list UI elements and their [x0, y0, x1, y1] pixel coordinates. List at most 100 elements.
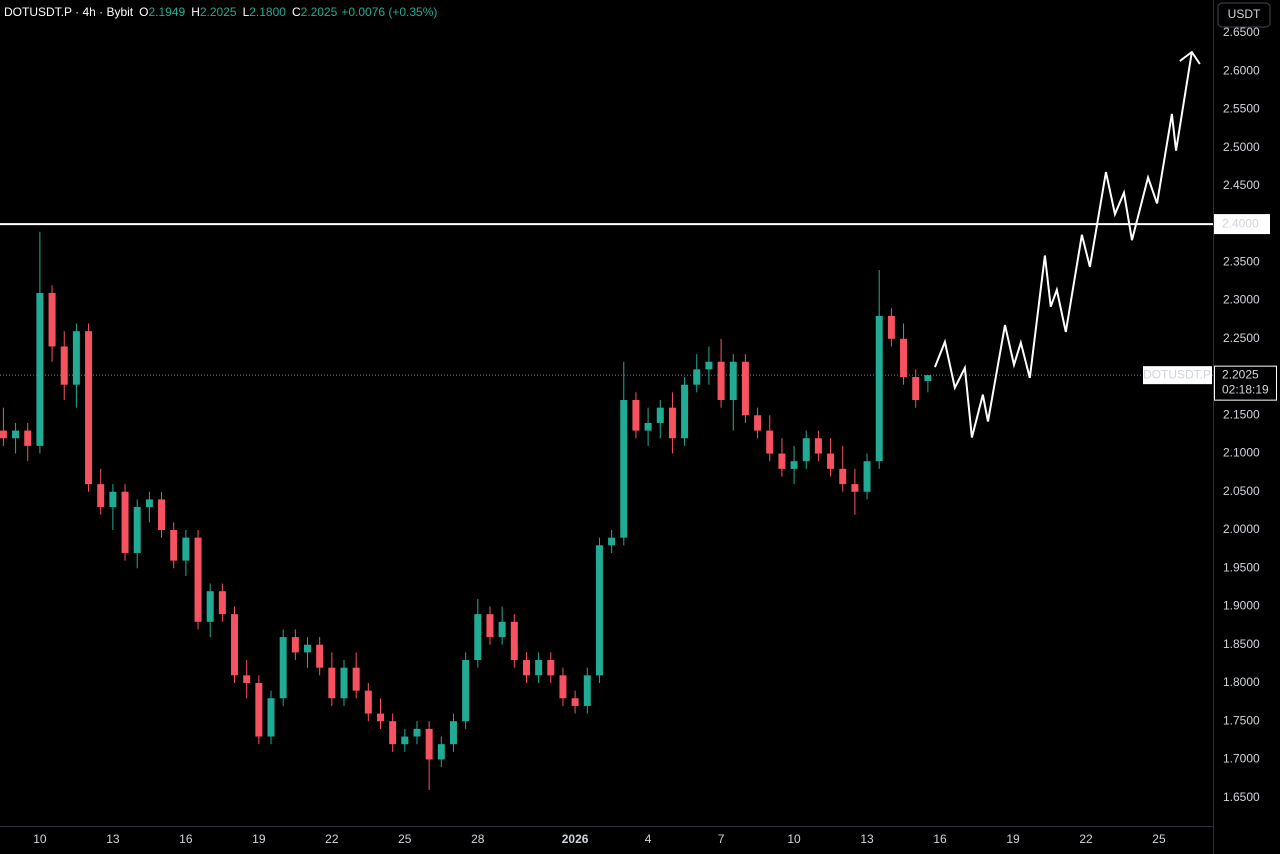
candle-body — [109, 491, 117, 508]
candle-body — [24, 430, 32, 446]
candle-body — [522, 660, 530, 676]
candle-body — [535, 660, 543, 676]
candle-body — [912, 377, 920, 400]
candle-body — [0, 430, 7, 439]
candle-body — [583, 675, 591, 706]
candle-body — [754, 415, 762, 431]
y-tick-label: 2.0000 — [1223, 522, 1260, 536]
y-tick-label: 2.2500 — [1223, 331, 1260, 345]
countdown-label: 02:18:19 — [1222, 382, 1269, 396]
symbol-label: DOTUSDT.P — [1143, 367, 1211, 381]
x-tick-label: 22 — [1079, 832, 1093, 846]
ohlc-value: 2.2025 — [200, 5, 237, 19]
candle-body — [437, 744, 445, 760]
candle-body — [352, 667, 360, 691]
ohlc-key: O — [139, 5, 148, 19]
x-tick-label: 22 — [325, 832, 339, 846]
y-tick-label: 2.1500 — [1223, 407, 1260, 421]
candle-body — [85, 331, 93, 485]
x-tick-label: 28 — [471, 832, 485, 846]
candle-body — [243, 675, 251, 683]
candle-body — [863, 461, 871, 492]
candle-body — [839, 468, 847, 485]
candle-body — [170, 530, 178, 561]
y-tick-label: 2.0500 — [1223, 484, 1260, 498]
forecast-arrowhead — [1179, 50, 1201, 65]
candle-body — [389, 721, 397, 745]
candle-body — [644, 422, 652, 431]
candle-body — [559, 675, 567, 699]
y-tick-label: 1.7000 — [1223, 752, 1260, 766]
x-tick-label: 16 — [179, 832, 193, 846]
candle-body — [401, 736, 409, 745]
candle-body — [474, 614, 482, 661]
currency-button[interactable] — [1217, 2, 1271, 28]
candle-body — [620, 399, 628, 538]
candle-body — [121, 491, 129, 553]
x-tick-label: 19 — [1006, 832, 1020, 846]
currency-button-label[interactable]: USDT — [1228, 7, 1261, 21]
candle-body — [304, 644, 312, 653]
candle-body — [802, 438, 810, 462]
candle-body — [291, 637, 299, 653]
ohlc-key: H — [191, 5, 200, 19]
candle-body — [510, 621, 518, 661]
candle-body — [632, 399, 640, 431]
x-tick-label: 4 — [645, 832, 652, 846]
candle-body — [656, 407, 664, 423]
candle-body — [729, 361, 737, 400]
candle-body — [900, 338, 908, 378]
candle-body — [498, 621, 506, 638]
candle-body — [316, 644, 324, 668]
candle-body — [36, 292, 44, 446]
x-tick-label: 2026 — [562, 832, 589, 846]
candle-body — [158, 499, 166, 531]
candle-body — [705, 361, 713, 370]
last-price-label: 2.2025 — [1222, 367, 1259, 381]
candle-body — [97, 484, 105, 508]
candle-body — [328, 667, 336, 699]
candle-body — [790, 461, 798, 469]
y-tick-label: 1.9500 — [1223, 560, 1260, 574]
ohlc-key: L — [243, 5, 250, 19]
x-tick-label: 25 — [1152, 832, 1166, 846]
x-tick-label: 10 — [33, 832, 47, 846]
candle-body — [668, 407, 676, 439]
candle-body — [231, 614, 239, 676]
level-label-box — [1214, 214, 1270, 235]
y-tick-label: 1.8500 — [1223, 637, 1260, 651]
x-tick-label: 13 — [106, 832, 120, 846]
candle-body — [364, 690, 372, 714]
symbol: DOTUSDT.P · 4h · Bybit — [4, 5, 134, 19]
candle-body — [827, 453, 835, 469]
y-tick-label: 1.8000 — [1223, 675, 1260, 689]
forecast-line — [933, 51, 1193, 438]
y-tick-label: 2.4500 — [1223, 178, 1260, 192]
x-tick-label: 10 — [787, 832, 801, 846]
x-tick-label: 19 — [252, 832, 266, 846]
candle-body — [778, 453, 786, 469]
ohlc-value: 2.1800 — [249, 5, 286, 19]
candle-body — [608, 537, 616, 546]
candle-body — [145, 499, 153, 508]
candle-body — [924, 375, 932, 381]
candle-body — [218, 591, 226, 615]
candle-body — [340, 667, 348, 699]
ohlc-value: 2.1949 — [148, 5, 185, 19]
ohlc-value: 2.2025 — [301, 5, 338, 19]
x-tick-label: 25 — [398, 832, 412, 846]
y-tick-label: 1.6500 — [1223, 790, 1260, 804]
chart-header: DOTUSDT.P · 4h · Bybit O2.1949 H2.2025 L2.1… — [4, 5, 437, 19]
candle-body — [48, 292, 56, 347]
ohlc-key: C — [292, 5, 301, 19]
y-tick-label: 2.6500 — [1223, 25, 1260, 39]
y-tick-label: 2.3000 — [1223, 293, 1260, 307]
candle-body — [875, 315, 883, 462]
candle-body — [462, 660, 470, 722]
candle-body — [766, 430, 774, 454]
y-tick-label: 2.5500 — [1223, 102, 1260, 116]
candle-body — [449, 721, 457, 745]
last-price-box — [1214, 365, 1277, 401]
candle-body — [887, 315, 895, 339]
